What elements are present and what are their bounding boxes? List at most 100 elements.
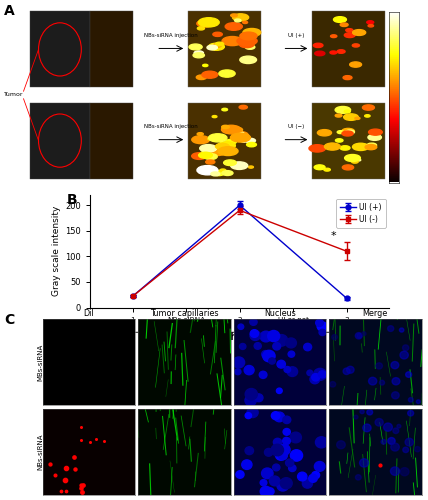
Circle shape — [260, 486, 271, 496]
Circle shape — [403, 345, 409, 350]
Circle shape — [197, 21, 208, 26]
Circle shape — [240, 344, 246, 349]
Circle shape — [242, 460, 252, 469]
Circle shape — [368, 24, 374, 27]
Circle shape — [340, 146, 350, 150]
Circle shape — [233, 357, 245, 368]
Circle shape — [337, 130, 344, 134]
Circle shape — [367, 21, 374, 24]
Circle shape — [225, 22, 242, 30]
Circle shape — [383, 423, 392, 432]
Circle shape — [197, 27, 205, 30]
Bar — [312, 12, 385, 88]
Circle shape — [231, 128, 243, 132]
Circle shape — [219, 70, 235, 77]
Circle shape — [278, 452, 287, 460]
Circle shape — [336, 139, 343, 142]
Circle shape — [357, 334, 362, 338]
Circle shape — [192, 152, 207, 160]
Circle shape — [391, 362, 399, 369]
Circle shape — [240, 56, 256, 64]
Circle shape — [297, 472, 307, 481]
Circle shape — [360, 458, 369, 467]
Circle shape — [312, 472, 320, 478]
Circle shape — [232, 132, 248, 138]
Circle shape — [199, 152, 212, 158]
Bar — [188, 12, 261, 88]
X-axis label: Phase: Phase — [223, 332, 256, 342]
Circle shape — [265, 448, 273, 456]
Circle shape — [353, 143, 369, 150]
Circle shape — [283, 416, 291, 424]
Circle shape — [397, 424, 401, 428]
Circle shape — [408, 398, 413, 402]
Circle shape — [363, 424, 371, 432]
Circle shape — [324, 143, 340, 150]
Circle shape — [211, 172, 220, 176]
Circle shape — [220, 169, 226, 172]
Circle shape — [215, 42, 224, 46]
Circle shape — [343, 76, 352, 80]
Circle shape — [245, 388, 257, 400]
Circle shape — [284, 366, 291, 372]
Circle shape — [283, 438, 289, 442]
Circle shape — [245, 395, 256, 406]
Circle shape — [369, 378, 377, 385]
Circle shape — [352, 44, 360, 47]
Circle shape — [347, 366, 354, 374]
Circle shape — [222, 108, 228, 111]
Circle shape — [250, 318, 257, 326]
Circle shape — [403, 447, 409, 452]
Circle shape — [315, 51, 325, 56]
Text: NBs-siRNA injection: NBs-siRNA injection — [144, 124, 198, 129]
Circle shape — [216, 144, 229, 150]
Circle shape — [288, 351, 294, 357]
Text: UI (+): UI (+) — [288, 33, 305, 38]
Circle shape — [352, 160, 358, 163]
Circle shape — [273, 464, 280, 471]
Circle shape — [330, 382, 336, 387]
Bar — [188, 102, 261, 178]
Circle shape — [346, 28, 353, 32]
Circle shape — [204, 154, 217, 160]
Circle shape — [273, 342, 281, 350]
Circle shape — [282, 438, 290, 444]
Circle shape — [241, 38, 251, 43]
Legend: UI (+), UI (-): UI (+), UI (-) — [336, 199, 386, 228]
Circle shape — [303, 344, 312, 350]
Circle shape — [302, 478, 312, 488]
Circle shape — [248, 166, 253, 168]
Y-axis label: MBs-siRNA: MBs-siRNA — [37, 344, 43, 380]
Circle shape — [365, 144, 377, 150]
Circle shape — [390, 467, 400, 475]
Bar — [30, 102, 90, 178]
Circle shape — [210, 149, 225, 156]
Circle shape — [365, 114, 370, 117]
Circle shape — [218, 146, 238, 156]
Circle shape — [324, 168, 330, 171]
Circle shape — [194, 51, 203, 55]
Circle shape — [214, 44, 221, 47]
Circle shape — [407, 410, 413, 416]
Circle shape — [342, 165, 354, 170]
Circle shape — [200, 144, 217, 152]
Circle shape — [353, 30, 366, 36]
Circle shape — [367, 410, 373, 415]
Circle shape — [381, 440, 386, 444]
Circle shape — [357, 159, 361, 161]
Circle shape — [318, 130, 332, 136]
Circle shape — [231, 162, 248, 170]
Circle shape — [330, 35, 337, 37]
Circle shape — [367, 143, 377, 148]
Circle shape — [241, 140, 247, 142]
Circle shape — [393, 428, 399, 434]
Circle shape — [213, 32, 222, 36]
Circle shape — [391, 443, 399, 451]
Circle shape — [285, 459, 294, 466]
Circle shape — [207, 45, 217, 50]
Circle shape — [268, 330, 279, 342]
Circle shape — [245, 412, 252, 418]
Text: C: C — [4, 312, 15, 326]
Circle shape — [290, 432, 301, 443]
Circle shape — [244, 366, 254, 374]
